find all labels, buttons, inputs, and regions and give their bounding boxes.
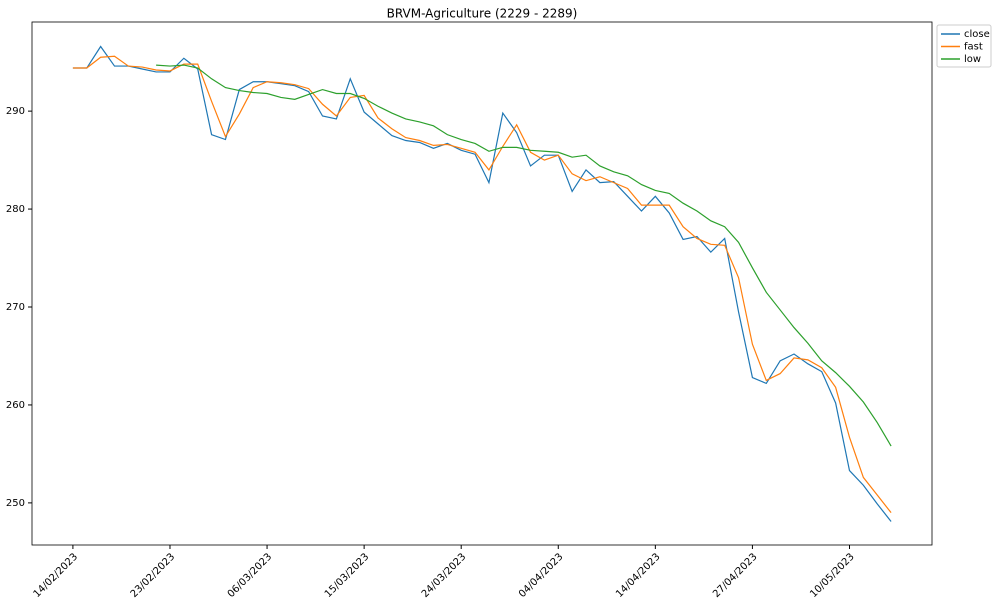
plot-frame: [31, 21, 933, 546]
y-tick-label: 260: [6, 400, 25, 411]
y-tick-label: 250: [6, 498, 25, 509]
legend-label: low: [964, 54, 981, 65]
y-tick-label: 270: [6, 302, 25, 313]
legend-label: fast: [964, 42, 983, 53]
y-tick-label: 290: [6, 106, 25, 117]
legend-label: close: [964, 29, 990, 40]
chart-title: BRVM-Agriculture (2229 - 2289): [387, 7, 578, 21]
series-line: [72, 55, 892, 514]
series-line: [72, 45, 892, 522]
y-tick-label: 280: [6, 204, 25, 215]
series-line: [156, 64, 892, 447]
legend-box: [936, 24, 992, 68]
